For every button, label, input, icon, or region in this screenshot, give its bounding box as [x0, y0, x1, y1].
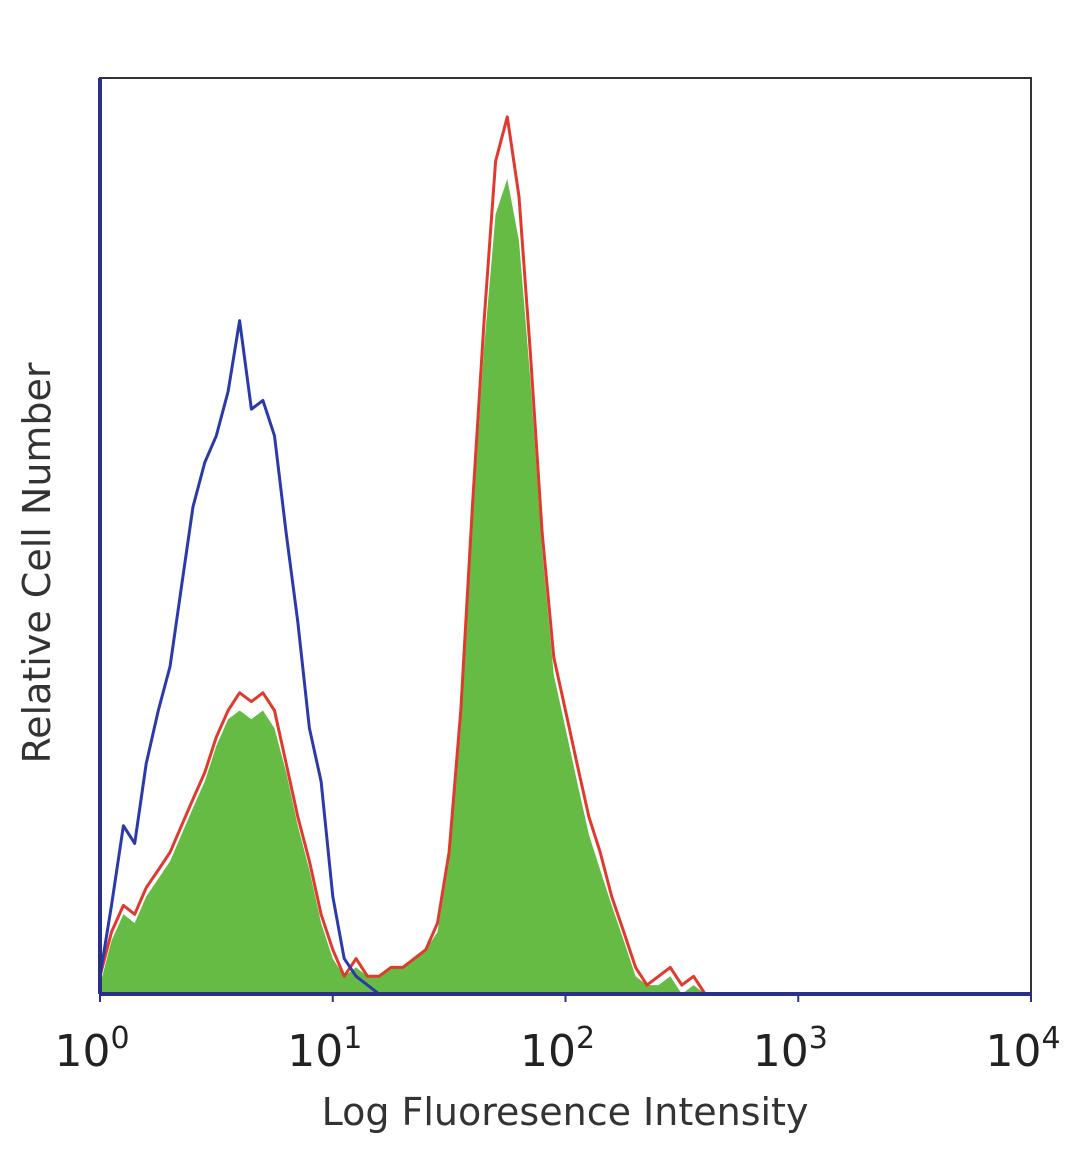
y-axis-title: Relative Cell Number [15, 362, 59, 763]
series-filled-histogram [100, 178, 717, 994]
x-tick-label: 102 [520, 1021, 595, 1077]
x-tick-label: 100 [54, 1021, 129, 1077]
x-tick-label: 103 [753, 1021, 828, 1077]
x-tick-label: 101 [287, 1021, 362, 1077]
x-tick-labels: 100 101 102 103 104 [54, 994, 1061, 1077]
series-outline-histogram-0 [98, 319, 403, 996]
x-tick-label: 104 [985, 1021, 1060, 1077]
series-outline-histogram-1 [98, 115, 717, 996]
series-layer [98, 115, 717, 996]
x-axis-title: Log Fluoresence Intensity [322, 1090, 809, 1134]
